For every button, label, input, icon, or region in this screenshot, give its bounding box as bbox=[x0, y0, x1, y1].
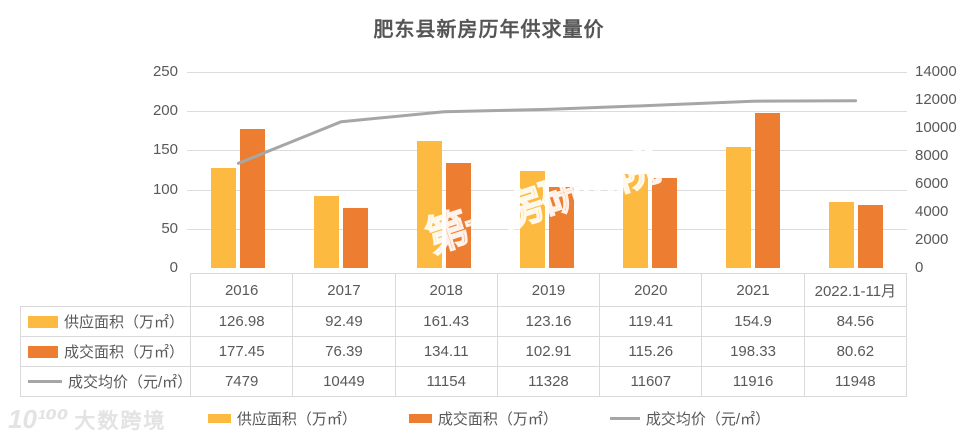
table-corner-cell bbox=[21, 274, 191, 307]
bar-deal-2019 bbox=[549, 187, 574, 268]
corner-watermark-logo-icon: 10¹⁰⁰ bbox=[8, 404, 69, 434]
bar-deal-2020 bbox=[651, 177, 677, 268]
bar-supply-2017 bbox=[314, 195, 340, 268]
right-axis-label-14000: 14000 bbox=[915, 63, 957, 80]
bar-supply-2016 bbox=[211, 168, 237, 268]
table-cell-0-2018: 161.43 bbox=[394, 306, 498, 337]
table-cell-0-2016: 126.98 bbox=[189, 306, 294, 337]
table-cell-1-2018: 134.11 bbox=[394, 336, 498, 367]
left-axis-label-100: 100 bbox=[152, 180, 178, 198]
table-cell-2-2022.1-11月: 11948 bbox=[803, 366, 908, 397]
legend-bar-swatch-icon bbox=[207, 414, 231, 423]
table-cell-2-2018: 11154 bbox=[394, 366, 498, 397]
table-rowheader-1: 成交面积（万㎡） bbox=[20, 336, 191, 367]
table-cell-1-2019: 102.91 bbox=[496, 336, 601, 367]
table-rowheader-label: 成交面积（万㎡） bbox=[64, 344, 185, 361]
gridline-250 bbox=[187, 72, 907, 73]
table-cell-2-2021: 11916 bbox=[701, 366, 805, 397]
table-cell-0-2021: 154.9 bbox=[701, 306, 805, 337]
left-axis-label-0: 0 bbox=[169, 259, 178, 276]
table-rowheader-label: 供应面积（万㎡） bbox=[64, 314, 185, 331]
bar-supply-2019 bbox=[520, 171, 545, 268]
gridline-50 bbox=[187, 228, 907, 230]
table-header-2020: 2020 bbox=[599, 273, 703, 307]
gridline-100 bbox=[187, 189, 907, 191]
legend-label-0: 供应面积（万㎡） bbox=[236, 411, 357, 428]
price-line-layer bbox=[236, 99, 858, 165]
table-rowheader-0: 供应面积（万㎡） bbox=[20, 306, 191, 337]
right-axis-label-10000: 10000 bbox=[915, 119, 957, 136]
table-rowheader-label: 成交均价（元/㎡） bbox=[68, 374, 191, 391]
table-cell-0-2022.1-11月: 84.56 bbox=[803, 306, 908, 337]
legend-item-0: 供应面积（万㎡） bbox=[207, 408, 357, 429]
table-row-0: 供应面积（万㎡） 126.98 92.49 161.43 123.16 119.41 154… bbox=[20, 306, 908, 337]
bar-deal-2017 bbox=[343, 208, 369, 268]
legend-label-1: 成交面积（万㎡） bbox=[437, 411, 558, 428]
table-cell-1-2022.1-11月: 80.62 bbox=[803, 336, 908, 367]
right-axis-label-12000: 12000 bbox=[915, 91, 957, 108]
bar-supply-2020 bbox=[622, 174, 648, 268]
table-header-2021: 2021 bbox=[701, 273, 805, 307]
corner-watermark: 10¹⁰⁰ 大数跨境 bbox=[8, 404, 166, 435]
table-cell-1-2017: 76.39 bbox=[292, 336, 396, 367]
left-axis-label-200: 200 bbox=[152, 102, 178, 120]
gridline-200 bbox=[187, 111, 907, 113]
price-line bbox=[236, 99, 858, 165]
line-swatch-icon bbox=[28, 380, 62, 383]
bar-deal-2018 bbox=[446, 162, 472, 268]
table-cell-0-2019: 123.16 bbox=[496, 306, 601, 337]
table-header-row: 2016 2017 2018 2019 2020 2021 2022.1-11月 bbox=[21, 273, 908, 307]
gridline-150 bbox=[187, 150, 907, 152]
right-axis-label-4000: 4000 bbox=[915, 203, 949, 220]
left-axis-label-250: 250 bbox=[152, 63, 178, 80]
left-axis-label-50: 50 bbox=[161, 219, 178, 237]
table-cell-2-2017: 10449 bbox=[292, 366, 396, 397]
table-cell-1-2021: 198.33 bbox=[701, 336, 805, 367]
table-row-1: 成交面积（万㎡） 177.45 76.39 134.11 102.91 115.26 198… bbox=[20, 336, 908, 367]
table-cell-0-2020: 119.41 bbox=[599, 306, 703, 337]
legend-item-2: 成交均价（元/㎡） bbox=[609, 408, 771, 429]
bar-deal-2022.1-11月 bbox=[857, 204, 883, 268]
bar-swatch-icon bbox=[28, 345, 58, 358]
table-header-2022.1-11月: 2022.1-11月 bbox=[803, 273, 908, 307]
right-axis-label-0: 0 bbox=[915, 259, 924, 276]
right-axis-label-8000: 8000 bbox=[915, 147, 949, 164]
table-header-2018: 2018 bbox=[394, 273, 498, 307]
right-axis-label-6000: 6000 bbox=[915, 175, 949, 192]
table-cell-1-2016: 177.45 bbox=[189, 336, 294, 367]
legend-line-swatch-icon bbox=[609, 417, 640, 420]
table-rowheader-inner: 成交面积（万㎡） bbox=[22, 341, 190, 362]
bar-deal-2021 bbox=[754, 112, 780, 268]
bar-swatch-icon bbox=[28, 315, 58, 328]
table-cell-2-2020: 11607 bbox=[599, 366, 703, 397]
corner-watermark-text: 大数跨境 bbox=[74, 409, 167, 433]
right-axis-label-2000: 2000 bbox=[915, 231, 949, 248]
data-table: 2016 2017 2018 2019 2020 2021 2022.1-11月 供应面积（万… bbox=[20, 273, 908, 397]
table-rowheader-inner: 供应面积（万㎡） bbox=[22, 311, 190, 332]
left-axis-label-150: 150 bbox=[152, 141, 178, 159]
table-cell-1-2020: 115.26 bbox=[599, 336, 703, 367]
chart-title: 肥东县新房历年供求量价 bbox=[373, 19, 605, 41]
table-rowheader-inner: 成交均价（元/㎡） bbox=[22, 371, 191, 392]
plot-area bbox=[187, 72, 907, 268]
bar-supply-2018 bbox=[417, 141, 443, 268]
bar-deal-2016 bbox=[240, 128, 266, 268]
table-cell-2-2016: 7479 bbox=[189, 366, 294, 397]
legend-label-2: 成交均价（元/㎡） bbox=[645, 411, 771, 428]
table-header-2017: 2017 bbox=[292, 273, 396, 307]
legend-item-1: 成交面积（万㎡） bbox=[408, 408, 558, 429]
bar-supply-2022.1-11月 bbox=[828, 201, 854, 268]
bar-supply-2021 bbox=[725, 146, 751, 268]
table-cell-2-2019: 11328 bbox=[496, 366, 601, 397]
legend-bar-swatch-icon bbox=[408, 414, 432, 423]
table-header-2016: 2016 bbox=[189, 273, 294, 307]
table-rowheader-2: 成交均价（元/㎡） bbox=[20, 366, 191, 397]
chart-legend: 供应面积（万㎡） 成交面积（万㎡） 成交均价（元/㎡） bbox=[0, 408, 978, 429]
table-header-2019: 2019 bbox=[496, 273, 601, 307]
table-cell-0-2017: 92.49 bbox=[292, 306, 396, 337]
table-row-2: 成交均价（元/㎡） 7479 10449 11154 11328 11607 11916 11… bbox=[20, 366, 908, 397]
